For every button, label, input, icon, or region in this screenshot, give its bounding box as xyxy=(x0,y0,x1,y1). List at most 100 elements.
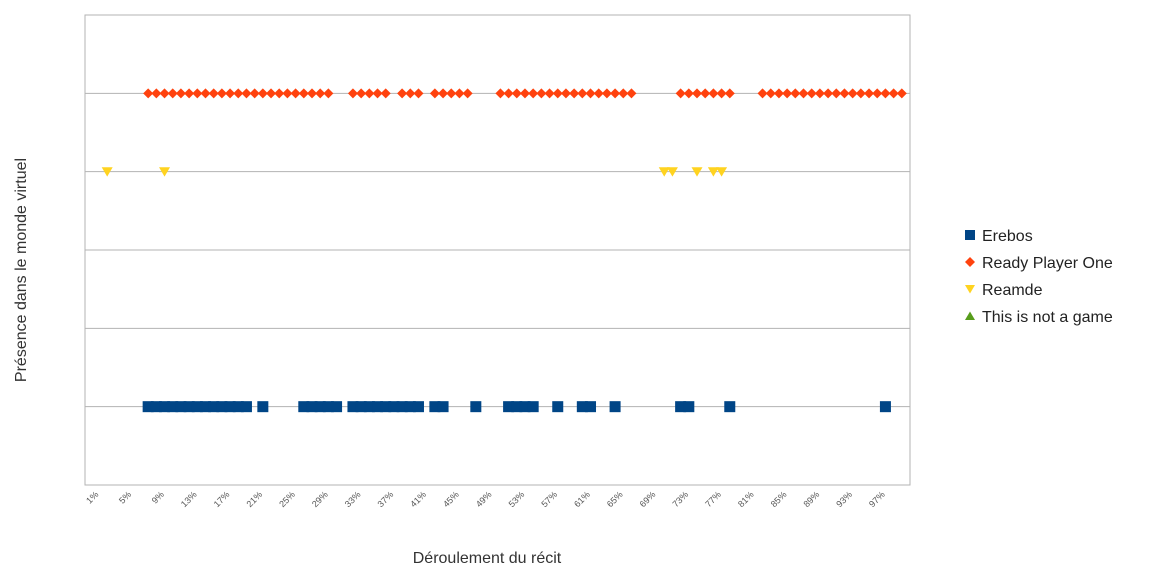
data-point xyxy=(552,88,563,99)
y-axis-title: Présence dans le monde virtuel xyxy=(13,158,30,382)
data-point xyxy=(716,167,728,177)
data-point xyxy=(503,401,515,413)
data-point xyxy=(388,401,400,413)
data-point xyxy=(692,88,703,99)
data-point xyxy=(503,88,514,99)
data-point xyxy=(282,88,293,99)
data-point xyxy=(511,401,523,413)
data-point xyxy=(356,88,367,99)
data-point xyxy=(773,88,784,99)
data-point xyxy=(142,401,154,413)
data-point xyxy=(896,88,907,99)
x-tick-label: 85% xyxy=(769,489,789,509)
data-point xyxy=(757,88,768,99)
legend-item: Erebos xyxy=(965,228,1033,245)
series-reamde xyxy=(101,167,728,177)
data-point xyxy=(724,401,736,413)
data-point xyxy=(143,88,154,99)
data-point xyxy=(429,401,441,413)
data-point xyxy=(675,401,687,413)
x-tick-label: 69% xyxy=(638,489,658,509)
data-point xyxy=(257,88,268,99)
data-point xyxy=(879,401,891,413)
x-tick-label: 73% xyxy=(670,489,690,509)
data-point xyxy=(266,88,277,99)
data-point xyxy=(610,88,621,99)
data-point xyxy=(249,88,260,99)
data-point xyxy=(240,401,252,413)
data-point xyxy=(208,401,220,413)
data-point xyxy=(225,88,236,99)
data-point xyxy=(708,88,719,99)
data-point xyxy=(495,88,506,99)
data-point xyxy=(790,88,801,99)
data-point xyxy=(331,401,343,413)
data-point xyxy=(839,88,850,99)
data-point xyxy=(159,88,170,99)
data-point xyxy=(290,88,301,99)
data-point xyxy=(700,88,711,99)
data-point xyxy=(224,401,236,413)
data-point xyxy=(298,401,310,413)
data-point xyxy=(519,88,530,99)
data-point xyxy=(847,88,858,99)
data-point xyxy=(855,88,866,99)
data-point xyxy=(888,88,899,99)
x-tick-label: 17% xyxy=(212,489,232,509)
data-point xyxy=(872,88,883,99)
data-point xyxy=(519,401,531,413)
data-point xyxy=(880,88,891,99)
data-point xyxy=(438,88,449,99)
data-point xyxy=(609,401,621,413)
data-point xyxy=(347,401,359,413)
x-tick-label: 53% xyxy=(507,489,527,509)
legend-label: Ready Player One xyxy=(982,255,1113,272)
data-point xyxy=(241,88,252,99)
data-point xyxy=(429,88,440,99)
data-point xyxy=(306,88,317,99)
data-point xyxy=(666,167,678,177)
x-tick-label: 21% xyxy=(244,489,264,509)
data-point xyxy=(864,88,875,99)
data-point xyxy=(724,88,735,99)
legend-item: Reamde xyxy=(965,282,1043,299)
data-point xyxy=(716,88,727,99)
data-point xyxy=(683,88,694,99)
data-point xyxy=(257,401,269,413)
legend-label: Reamde xyxy=(982,282,1043,299)
x-tick-label: 37% xyxy=(376,489,396,509)
data-point xyxy=(355,401,367,413)
data-point xyxy=(511,88,522,99)
legend-marker xyxy=(965,230,975,240)
x-tick-label: 13% xyxy=(179,489,199,509)
data-point xyxy=(322,401,334,413)
data-point xyxy=(658,167,670,177)
data-point xyxy=(184,88,195,99)
data-point xyxy=(593,88,604,99)
legend-marker xyxy=(965,257,975,267)
data-point xyxy=(364,88,375,99)
x-tick-label: 65% xyxy=(605,489,625,509)
x-tick-label: 57% xyxy=(539,489,559,509)
x-axis-ticks: 1% 5% 9% 13% 17% 21% 25% 29% 33% 37% 41% 45% 49% 53% 5… xyxy=(84,489,887,509)
data-point xyxy=(216,88,227,99)
legend-marker xyxy=(965,285,975,294)
x-tick-label: 93% xyxy=(834,489,854,509)
data-point xyxy=(814,88,825,99)
data-point xyxy=(798,88,809,99)
x-tick-label: 49% xyxy=(474,489,494,509)
data-point xyxy=(233,88,244,99)
legend-item: Ready Player One xyxy=(965,255,1113,272)
x-tick-label: 89% xyxy=(801,489,821,509)
data-point xyxy=(576,401,588,413)
data-point xyxy=(404,401,416,413)
data-marks xyxy=(101,88,907,413)
data-point xyxy=(437,401,449,413)
data-point xyxy=(274,88,285,99)
data-point xyxy=(363,401,375,413)
x-tick-label: 29% xyxy=(310,489,330,509)
data-point xyxy=(405,88,416,99)
data-point xyxy=(232,401,244,413)
data-point xyxy=(544,88,555,99)
